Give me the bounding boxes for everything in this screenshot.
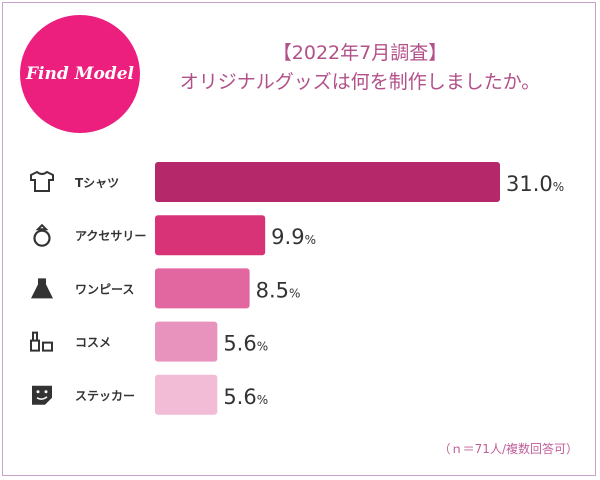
sample-note: （ｎ＝71人/複数回答可） xyxy=(438,442,578,456)
title-line-2: オリジナルグッズは何を制作しましたか。 xyxy=(179,71,541,93)
category-label: Tシャツ xyxy=(75,176,119,190)
bar xyxy=(155,374,218,415)
sticker-icon xyxy=(32,385,52,405)
bar xyxy=(155,162,500,202)
bar xyxy=(155,268,250,309)
bar xyxy=(155,215,266,256)
ring-icon xyxy=(33,223,51,247)
value-label: 5.6% xyxy=(223,332,268,356)
tshirt-icon xyxy=(30,170,54,192)
category-label: アクセサリー xyxy=(75,229,146,243)
chart-title: 【2022年7月調査】 オリジナルグッズは何を制作しましたか。 xyxy=(150,38,570,94)
category-label: ステッカー xyxy=(75,389,135,403)
category-label: コスメ xyxy=(75,336,111,350)
dress-icon xyxy=(31,278,53,299)
category-label: ワンピース xyxy=(75,282,134,296)
value-label: 5.6% xyxy=(223,385,268,409)
logo: Find Model xyxy=(20,15,140,133)
cosmetics-icon xyxy=(30,331,53,352)
frame xyxy=(2,2,596,476)
title-line-1: 【2022年7月調査】 xyxy=(272,42,448,64)
value-label: 31.0% xyxy=(506,172,564,196)
logo-text: Find Model xyxy=(25,64,134,84)
value-label: 9.9% xyxy=(271,225,316,249)
value-label: 8.5% xyxy=(256,278,301,302)
bar xyxy=(155,321,218,362)
